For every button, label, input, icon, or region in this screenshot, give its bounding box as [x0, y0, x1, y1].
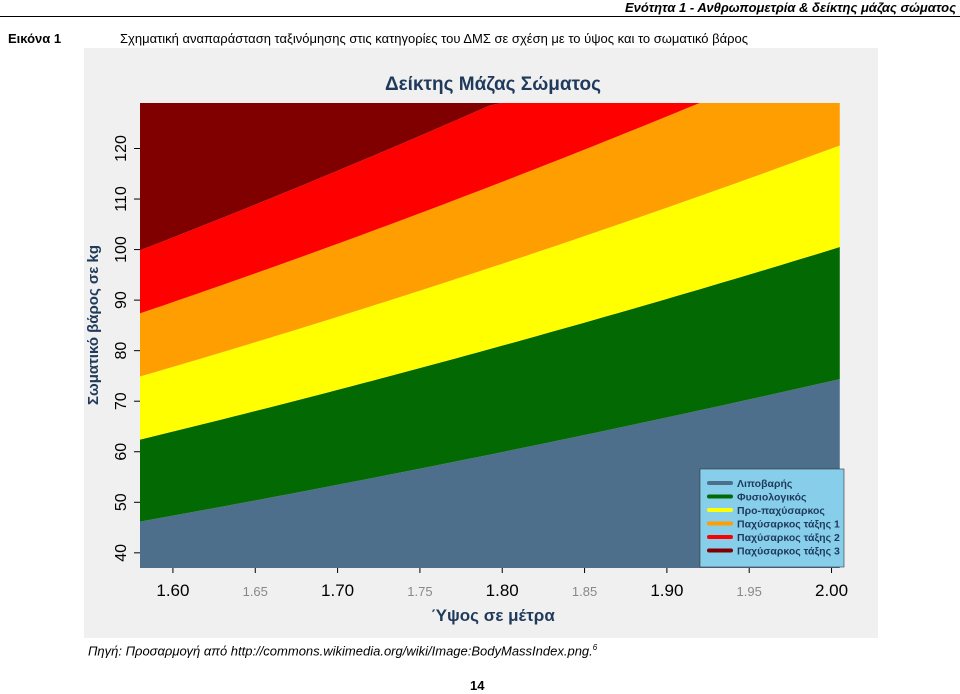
section-header-title: Ενότητα 1 - Ανθρωπομετρία & δείκτης μάζα… [624, 0, 956, 15]
y-tick-label: 70 [113, 392, 130, 410]
y-tick-label: 40 [113, 544, 130, 562]
figure-caption: Σχηματική αναπαράσταση ταξινόμησης στις … [120, 31, 749, 46]
legend-label: Παχύσαρκος τάξης 3 [737, 546, 840, 558]
legend-label: Παχύσαρκος τάξης 1 [737, 519, 840, 531]
x-tick-label: 1.60 [156, 581, 189, 600]
y-axis-label: Σωματικό βάρος σε kg [85, 245, 102, 405]
page-number: 14 [470, 678, 485, 693]
x-tick-label: 1.90 [650, 581, 683, 600]
band-1 [140, 379, 840, 568]
band-4 [140, 103, 840, 377]
band-2 [140, 247, 840, 522]
y-tick-label: 60 [113, 443, 130, 461]
x-tick-label: 1.80 [486, 581, 519, 600]
y-tick-label: 50 [113, 493, 130, 511]
x-axis-label: Ύψος σε μέτρα [431, 606, 555, 625]
x-tick-label: 2.00 [815, 581, 848, 600]
legend-label: Λιποβαρής [737, 478, 793, 490]
y-tick-label: 90 [113, 291, 130, 309]
source-footnote: 6 [592, 643, 598, 652]
y-tick-label: 110 [113, 186, 130, 212]
x-axis-ticks: 1.60 1.65 1.70 1.75 1.80 1.85 1.90 1.95 2.00 [156, 568, 848, 600]
band-5 [140, 103, 840, 314]
y-tick-label: 100 [113, 236, 130, 263]
legend-label: Προ-παχύσαρκος [737, 505, 825, 517]
x-tick-label: 1.85 [572, 584, 597, 599]
band-3 [140, 145, 840, 440]
source-text: Πηγή: Προσαρμογή από http://commons.wiki… [88, 643, 593, 659]
x-tick-label: 1.95 [737, 584, 762, 599]
y-axis-ticks: 40 50 60 70 80 90 100 110 120 [113, 135, 140, 562]
y-tick-label: 120 [113, 135, 130, 162]
chart-panel: Δείκτης Μάζας Σώματος Σωματικό βάρος σε … [84, 48, 878, 638]
header-rule [0, 16, 960, 17]
source-note: Πηγή: Προσαρμογή από http://commons.wiki… [88, 643, 597, 658]
bmi-bands [140, 103, 840, 568]
chart-title: Δείκτης Μάζας Σώματος [385, 74, 601, 95]
x-tick-label: 1.65 [243, 584, 268, 599]
y-tick-label: 80 [113, 342, 130, 360]
band-6 [140, 103, 840, 251]
bmi-chart: Δείκτης Μάζας Σώματος Σωματικό βάρος σε … [85, 74, 848, 625]
x-tick-label: 1.75 [407, 584, 432, 599]
x-tick-label: 1.70 [321, 581, 354, 600]
legend-label: Παχύσαρκος τάξης 2 [737, 532, 840, 544]
figure-label: Εικόνα 1 [8, 31, 62, 46]
legend-label: Φυσιολογικός [737, 492, 807, 504]
